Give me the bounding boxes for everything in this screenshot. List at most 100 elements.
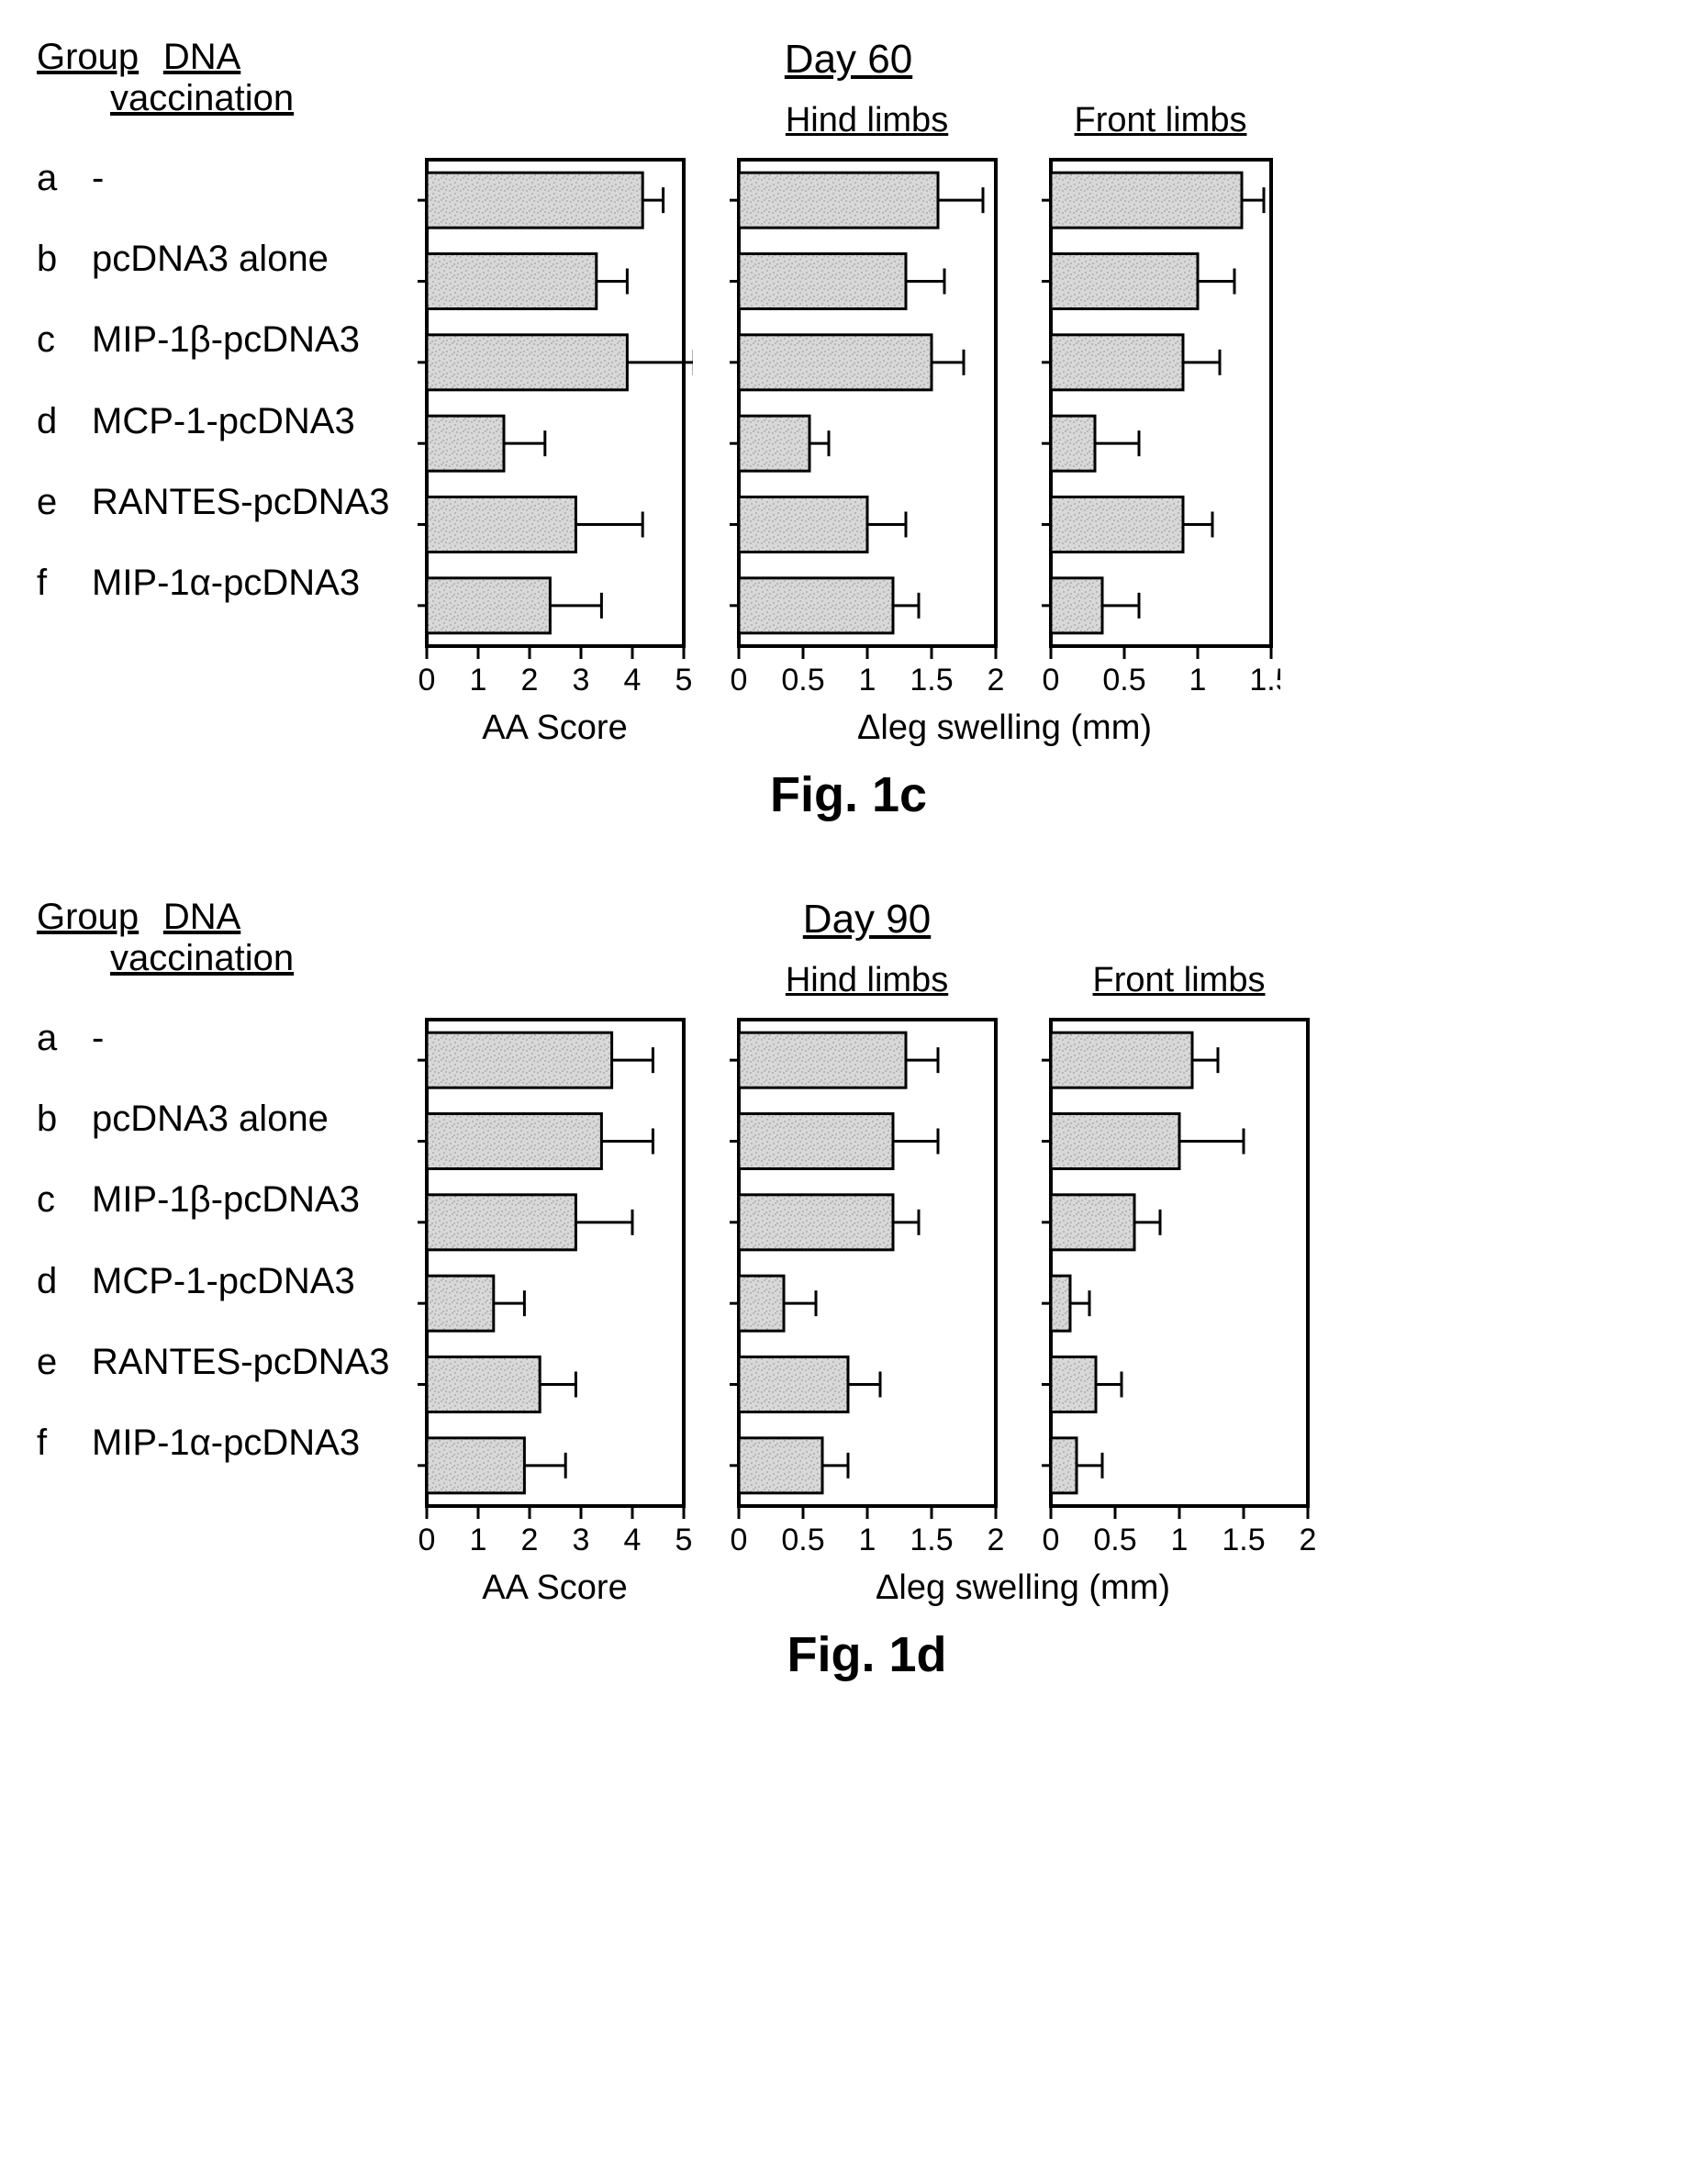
bar xyxy=(739,1032,906,1088)
group-letter: f xyxy=(37,563,92,604)
bar xyxy=(739,578,893,633)
tick-label: 2 xyxy=(1299,1523,1316,1557)
day-title: Day 90 xyxy=(803,897,931,943)
legend-row: eRANTES-pcDNA3 xyxy=(37,1322,390,1402)
group-label: pcDNA3 alone xyxy=(92,1099,329,1140)
dna-header-line: DNA xyxy=(110,37,294,78)
tick-label: 0 xyxy=(730,663,747,697)
tick-label: 1.5 xyxy=(1222,1523,1265,1557)
bar xyxy=(739,335,932,390)
barchart: 00.511.5 xyxy=(1042,151,1280,701)
tick-label: 2 xyxy=(987,663,1004,697)
tick-label: 0.5 xyxy=(781,663,824,697)
bar xyxy=(1051,578,1102,633)
bar xyxy=(739,1438,822,1493)
chart-block: 012345 AA Score xyxy=(418,101,693,751)
bar xyxy=(1051,173,1242,228)
group-label: - xyxy=(92,1018,104,1059)
figure-label: Fig. 1d xyxy=(787,1626,947,1683)
barchart: 00.511.52 xyxy=(1042,1010,1317,1561)
bar xyxy=(1051,1438,1077,1493)
panel: GroupDNAvaccinationa-bpcDNA3 alonecMIP-1… xyxy=(37,37,1671,823)
bar xyxy=(427,173,642,228)
group-label: MIP-1α-pcDNA3 xyxy=(92,1423,360,1464)
chart-block: 012345AA Score xyxy=(418,961,693,1611)
tick-label: 0 xyxy=(730,1523,747,1557)
tick-label: 1 xyxy=(1189,663,1206,697)
group-label: pcDNA3 alone xyxy=(92,239,329,280)
tick-label: 1.5 xyxy=(910,1523,953,1557)
bar xyxy=(739,1195,893,1250)
bar xyxy=(427,416,504,471)
group-label: - xyxy=(92,158,104,199)
charts-area: Day 60012345AA ScoreHind limbs00.511.52F… xyxy=(418,37,1280,823)
bar xyxy=(1051,1195,1134,1250)
chart-title: Front limbs xyxy=(1093,961,1266,1003)
bar xyxy=(739,1114,893,1169)
tick-label: 1 xyxy=(858,1523,876,1557)
group-label: MIP-1β-pcDNA3 xyxy=(92,319,360,361)
legend-row: fMIP-1α-pcDNA3 xyxy=(37,1403,390,1484)
group-label: MIP-1β-pcDNA3 xyxy=(92,1179,360,1221)
tick-label: 1 xyxy=(469,1523,486,1557)
tick-label: 4 xyxy=(623,1523,641,1557)
dna-header-line: vaccination xyxy=(110,78,294,119)
legend-row: a- xyxy=(37,138,390,218)
chart-title: Hind limbs xyxy=(786,961,948,1003)
tick-label: 0 xyxy=(1042,663,1059,697)
group-letter: c xyxy=(37,1179,92,1221)
group-letter: a xyxy=(37,158,92,199)
legend-row: cMIP-1β-pcDNA3 xyxy=(37,300,390,381)
day-title: Day 60 xyxy=(785,37,912,83)
bar xyxy=(1051,416,1095,471)
barchart: 012345 xyxy=(418,151,693,701)
group-label: RANTES-pcDNA3 xyxy=(92,482,390,523)
bar xyxy=(427,1438,524,1493)
bar xyxy=(1051,335,1183,390)
bar xyxy=(427,1114,601,1169)
bar xyxy=(427,1357,540,1412)
chart-title: Front limbs xyxy=(1075,101,1247,143)
barchart: 00.511.52 xyxy=(730,151,1005,701)
legend-row: bpcDNA3 alone xyxy=(37,1078,390,1159)
shared-x-label: Δleg swelling (mm) xyxy=(730,1568,1317,1608)
x-axis-label: AA Score xyxy=(482,1568,627,1611)
group-letter: f xyxy=(37,1423,92,1464)
bar xyxy=(739,173,938,228)
bar xyxy=(427,497,575,552)
bar xyxy=(739,254,906,309)
group-label: MCP-1-pcDNA3 xyxy=(92,1261,355,1302)
bar xyxy=(1051,1032,1192,1088)
tick-label: 0.5 xyxy=(1102,663,1145,697)
tick-label: 2 xyxy=(987,1523,1004,1557)
bar xyxy=(739,497,867,552)
legend-row: cMIP-1β-pcDNA3 xyxy=(37,1160,390,1241)
group-header: Group xyxy=(37,897,110,979)
legend-row: bpcDNA3 alone xyxy=(37,218,390,299)
tick-label: 5 xyxy=(675,663,692,697)
group-letter: e xyxy=(37,1342,92,1383)
tick-label: 0.5 xyxy=(1093,1523,1136,1557)
legend-row: dMCP-1-pcDNA3 xyxy=(37,381,390,462)
dna-header-line: vaccination xyxy=(110,938,294,979)
charts-area: Day 90 012345AA Score Hind limbs 0 0.5 1 1.5 2 F… xyxy=(418,897,1317,1683)
group-letter: b xyxy=(37,1099,92,1140)
figure-label: Fig. 1c xyxy=(770,766,927,823)
chart-block: Hind limbs00.511.52 xyxy=(730,961,1005,1611)
group-letter: a xyxy=(37,1018,92,1059)
x-axis-label: AA Score xyxy=(482,709,627,751)
group-label: MCP-1-pcDNA3 xyxy=(92,401,355,442)
bar xyxy=(427,1276,494,1331)
dna-header: DNAvaccination xyxy=(110,897,294,979)
chart-block: Front limbs00.511.5 xyxy=(1042,101,1280,751)
bar xyxy=(427,1032,612,1088)
bar xyxy=(1051,1276,1070,1331)
bar xyxy=(739,416,809,471)
bar xyxy=(427,1195,575,1250)
group-letter: d xyxy=(37,1261,92,1302)
tick-label: 2 xyxy=(520,663,538,697)
tick-label: 4 xyxy=(623,663,641,697)
group-label: RANTES-pcDNA3 xyxy=(92,1342,390,1383)
bar xyxy=(1051,1114,1179,1169)
panel: GroupDNAvaccinationa-bpcDNA3 alonecMIP-1… xyxy=(37,897,1671,1683)
